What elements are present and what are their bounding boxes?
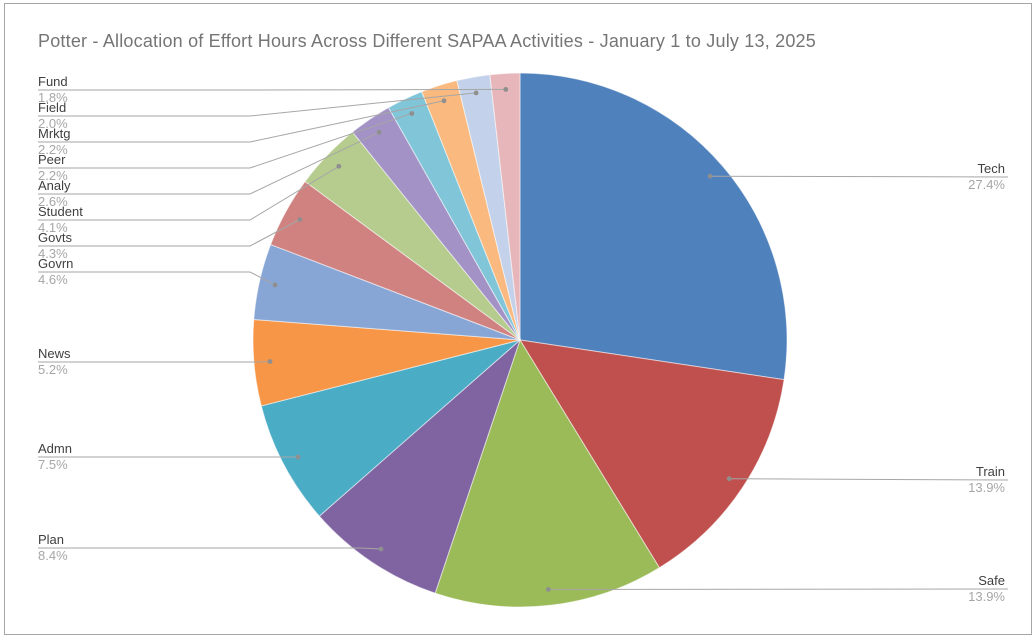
pie-slice-tech [519,72,788,381]
slice-label-plan: Plan [38,532,65,547]
leader-dot-tech [707,173,713,179]
pie-slice-train [519,339,785,569]
pie-slice-plan [318,338,522,594]
leader-dot-govts [297,217,303,222]
leader-dot-field [473,90,479,96]
slice-pct-govrn: 4.6% [38,272,68,287]
slice-pct-field: 2.0% [38,116,68,131]
leader-line-fund [38,88,506,91]
slice-label-field: Field [38,100,67,115]
slice-pct-govts: 4.3% [38,246,68,261]
leader-line-plan [38,547,382,550]
slice-label-admn: Admn [38,441,72,456]
leader-line-analy [38,131,380,195]
slice-label-safe: Safe [978,573,1005,588]
slice-pct-student: 4.1% [38,220,68,235]
slice-label-peer: Peer [38,152,66,167]
slice-pct-fund: 1.8% [38,90,68,105]
leader-dot-plan [378,546,384,552]
leader-line-tech [710,175,1009,178]
leader-line-field [38,92,477,117]
leader-dot-fund [503,87,509,92]
slice-pct-analy: 2.6% [38,194,68,209]
pie-slice-fund [489,72,521,341]
slice-pct-safe: 13.9% [968,589,1005,604]
pie-slice-admn [260,339,521,517]
slice-label-student: Student [38,204,83,219]
slice-label-news: News [38,346,71,361]
leader-line-govrn [38,271,276,286]
leader-dot-govrn [272,282,278,288]
pie-slice-safe [434,338,661,608]
leader-line-train [729,478,1009,481]
slice-label-fund: Fund [38,74,68,89]
slice-pct-mrktg: 2.2% [38,142,68,157]
slice-pct-peer: 2.2% [38,168,68,183]
leader-line-peer [38,113,412,169]
leader-dot-mrktg [441,98,447,104]
leader-line-mrktg [38,100,445,143]
slice-label-analy: Analy [38,178,71,193]
leader-dot-analy [376,129,382,135]
slice-label-tech: Tech [977,161,1005,176]
leader-line-govts [38,219,301,247]
slice-pct-tech: 27.4% [968,177,1005,192]
slice-label-train: Train [975,464,1005,479]
leader-dot-admn [295,454,301,460]
slice-label-mrktg: Mrktg [38,126,71,141]
slice-label-govts: Govts [38,230,72,245]
leader-dot-safe [545,587,551,592]
slice-pct-admn: 7.5% [38,457,68,472]
leader-dot-news [267,359,273,364]
leader-dot-student [336,163,342,169]
slice-pct-news: 5.2% [38,362,68,377]
leader-dot-train [726,476,732,482]
chart-title: Potter - Allocation of Effort Hours Acro… [38,31,816,51]
slice-pct-train: 13.9% [968,480,1005,495]
leader-dot-peer [409,111,415,116]
leader-line-student [38,165,340,221]
slice-pct-plan: 8.4% [38,548,68,563]
slice-label-govrn: Govrn [38,256,74,271]
